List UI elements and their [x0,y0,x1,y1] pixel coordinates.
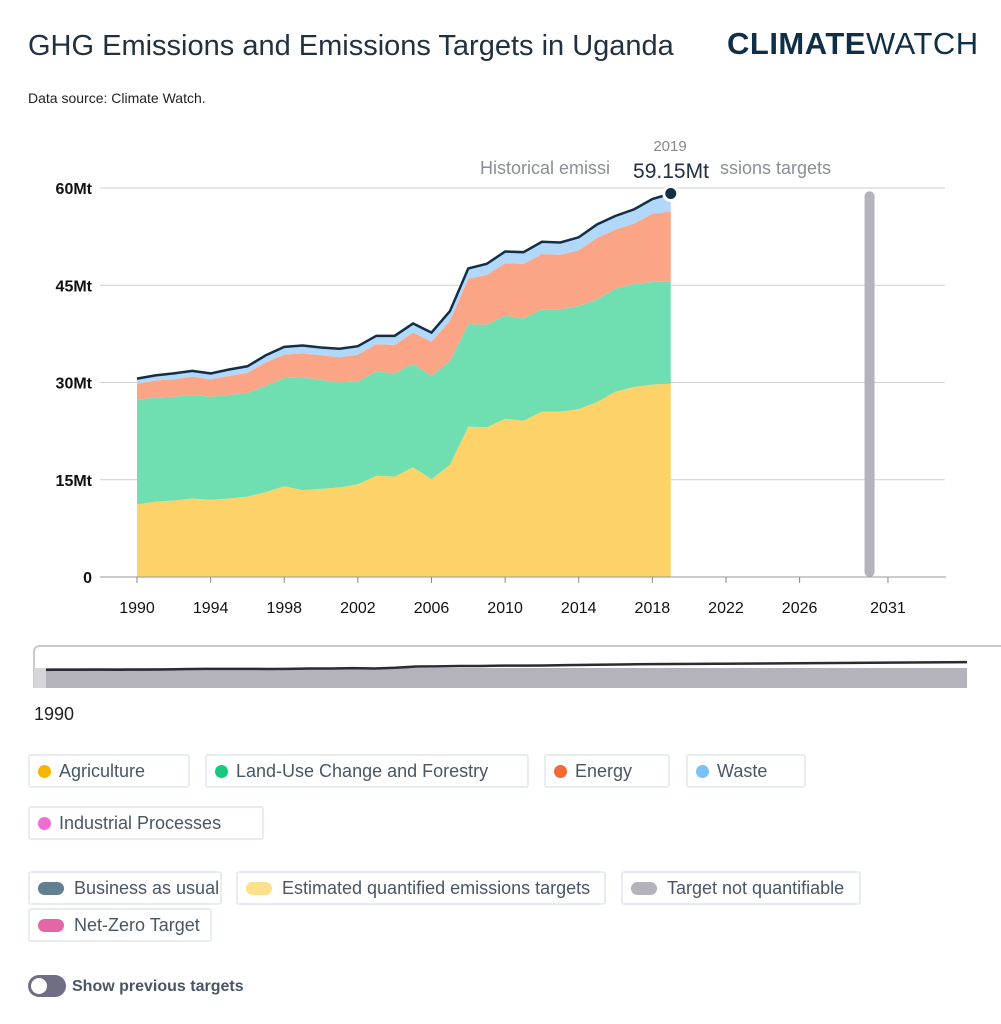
legend-dot-icon [215,764,228,778]
x-tick-label: 2010 [487,600,523,617]
legend-land-use[interactable]: Land-Use Change and Forestry [205,754,529,788]
brush-navigator[interactable]: 1990 [33,645,1001,720]
brush-frame [33,645,1001,688]
x-tick-label: 2014 [561,600,597,617]
x-tick-label: 1994 [193,600,229,617]
emissions-chart[interactable]: 0 15Mt 30Mt 45Mt 60Mt 1990 1994 1998 2002 2006 20… [0,0,1001,720]
legend-pill-icon [631,881,657,895]
y-tick-label: 0 [83,570,92,587]
data-source: Data source: Climate Watch. [28,90,206,106]
show-previous-targets-toggle[interactable] [28,975,66,997]
legend-pill-icon [246,881,272,895]
x-tick-label: 1998 [266,600,302,617]
brush-area [34,668,967,688]
toggle-knob [31,978,47,994]
hover-tooltip: 2019 Historical emissi ssions targets 59… [480,138,831,183]
legend-dot-icon [554,764,567,778]
legend-estimated-targets[interactable]: Estimated quantified emissions targets [236,871,606,905]
legend-label: Estimated quantified emissions targets [282,877,591,898]
legend-energy[interactable]: Energy [544,754,670,788]
area-agriculture [137,383,671,577]
legend-net-zero-target[interactable]: Net-Zero Target [28,908,212,942]
tooltip-year: 2019 [653,138,686,155]
x-tick-label: 2006 [414,600,450,617]
legend-label: Industrial Processes [59,812,222,833]
legend-waste[interactable]: Waste [686,754,806,788]
brush-line [33,660,968,672]
y-tick-label: 45Mt [56,278,93,295]
target-not-quantifiable-bar[interactable] [864,191,875,577]
area-energy [137,211,671,401]
x-tick-label: 1990 [119,600,155,617]
legend-pill-icon [38,918,64,932]
highlight-point[interactable] [662,185,680,203]
legend-label: Waste [717,760,768,781]
x-tick-label: 2018 [635,600,671,617]
area-land-use-change-and-forestry [137,281,671,505]
stacked-areas [137,193,671,577]
brush-start-label: 1990 [34,704,74,720]
x-axis-ticks: 1990 1994 1998 2002 2006 2010 2014 2018 2022 2026… [119,577,906,617]
legend-label: Business as usual [74,877,220,898]
x-tick-label: 2031 [870,600,906,617]
legend-pill-icon [38,881,64,895]
total-emissions-line [136,192,672,380]
legend-label: Agriculture [59,760,146,781]
legend-dot-icon [38,816,51,830]
y-axis-ticks: 0 15Mt 30Mt 45Mt 60Mt [56,181,93,587]
tooltip-right-text: ssions targets [720,158,831,178]
legend-business-as-usual[interactable]: Business as usual [28,871,222,905]
climatewatch-logo[interactable]: CLIMATEWATCH [727,26,979,61]
legend-target-not-quantifiable[interactable]: Target not quantifiable [621,871,861,905]
x-tick-label: 2002 [340,600,376,617]
legend-label: Target not quantifiable [667,877,845,898]
legend-label: Land-Use Change and Forestry [236,760,489,781]
brush-handle[interactable] [34,668,46,688]
legend-dot-icon [696,764,709,778]
y-tick-label: 30Mt [56,376,93,393]
x-tick-label: 2026 [782,600,818,617]
toggle-label: Show previous targets [72,978,244,995]
chart-title: GHG Emissions and Emissions Targets in U… [28,30,674,62]
legend-dot-icon [38,764,51,778]
legend-industrial-processes[interactable]: Industrial Processes [28,806,264,840]
y-tick-label: 15Mt [56,473,93,490]
tooltip-left-text: Historical emissi [480,158,610,178]
tooltip-value: 59.15Mt [633,160,709,183]
legend-agriculture[interactable]: Agriculture [28,754,190,788]
x-tick-label: 2022 [708,600,744,617]
legend-label: Energy [575,760,633,781]
legend-label: Net-Zero Target [74,914,200,935]
y-tick-label: 60Mt [56,181,93,198]
